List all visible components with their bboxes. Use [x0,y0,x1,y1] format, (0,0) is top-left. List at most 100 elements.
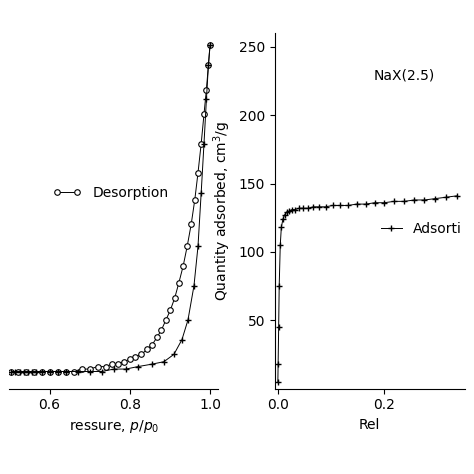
Desorption [184,244,190,249]
Adsorption [29,369,35,374]
Desorption [203,87,209,92]
Adsorption [195,244,201,249]
Desorption [31,369,36,374]
Adsorption [111,366,117,372]
Desorption [15,369,20,374]
Adsorption [21,369,27,374]
Adsorti [345,202,351,208]
Desorption [109,361,115,367]
Desorption [63,369,68,374]
Desorption [198,141,204,146]
Desorption [9,369,14,374]
Desorption [167,307,173,313]
Desorption [79,366,84,372]
Adsorti [279,225,284,230]
Desorption [87,366,92,372]
Desorption [154,334,160,340]
Desorption [176,281,182,286]
Desorption [188,221,194,227]
Desorption [133,354,138,360]
Adsorption [25,369,30,374]
Adsorti [337,202,343,208]
Desorption [159,327,164,333]
Y-axis label: Quantity adsorbed, cm$^3$/g: Quantity adsorbed, cm$^3$/g [212,121,233,301]
Adsorption [179,337,185,343]
X-axis label: Rel: Rel [359,418,381,432]
Adsorti [277,242,283,248]
Adsorti [276,283,282,289]
Desorption [180,263,186,269]
Adsorption [203,97,209,102]
Desorption [163,317,169,323]
X-axis label: ressure, $p/p_0$: ressure, $p/p_0$ [69,418,159,435]
Line: Adsorption: Adsorption [8,42,213,375]
Desorption [192,197,198,203]
Adsorti [323,204,328,210]
Adsorti [284,210,290,215]
Adsorption [9,369,14,374]
Adsorption [47,369,53,374]
Desorption [144,346,150,352]
Desorption [201,111,207,117]
Adsorti [282,212,287,218]
Legend: Desorption: Desorption [48,181,174,206]
Adsorti [432,196,438,201]
Adsorption [149,361,155,367]
Adsorption [123,366,128,372]
Adsorti [330,202,336,208]
Adsorti [292,207,298,212]
Adsorption [33,369,38,374]
Desorption [172,295,178,301]
Adsorti [275,361,281,367]
Adsorption [201,141,207,146]
Adsorti [363,201,369,207]
Desorption [195,170,201,176]
Adsorti [280,216,286,222]
Desorption [206,62,211,68]
Adsorti [382,200,387,206]
Desorption [95,364,100,369]
Adsorti [372,200,378,206]
Adsorption [191,283,197,289]
Adsorti [305,205,311,211]
Adsorption [17,369,22,374]
Desorption [71,369,76,374]
Legend: Adsorti: Adsorti [375,216,467,241]
Adsorption [55,369,61,374]
Adsorti [391,199,397,204]
Desorption [149,342,155,347]
Adsorption [207,43,213,48]
Desorption [121,359,127,365]
Adsorption [75,369,81,374]
Desorption [23,369,28,374]
Adsorption [206,62,211,68]
Line: Desorption: Desorption [9,43,213,374]
Adsorti [296,205,302,211]
Desorption [207,43,213,48]
Desorption [39,369,45,374]
Adsorti [276,324,282,330]
Desorption [115,361,120,367]
Adsorption [63,369,68,374]
Adsorption [135,364,141,369]
Adsorti [421,197,427,203]
Desorption [138,352,144,357]
Adsorti [443,194,449,200]
Desorption [103,364,109,369]
Adsorption [198,190,204,195]
Adsorti [411,197,417,203]
Adsorti [289,207,295,212]
Adsorption [161,359,167,365]
Adsorti [317,204,322,210]
Adsorti [275,379,281,385]
Desorption [47,369,53,374]
Adsorti [354,201,359,207]
Line: Adsorti: Adsorti [274,192,460,385]
Desorption [127,356,133,362]
Adsorti [310,204,316,210]
Adsorption [171,352,177,357]
Text: NaX(2.5): NaX(2.5) [374,69,435,83]
Adsorti [301,205,306,211]
Adsorption [39,369,45,374]
Adsorption [13,369,18,374]
